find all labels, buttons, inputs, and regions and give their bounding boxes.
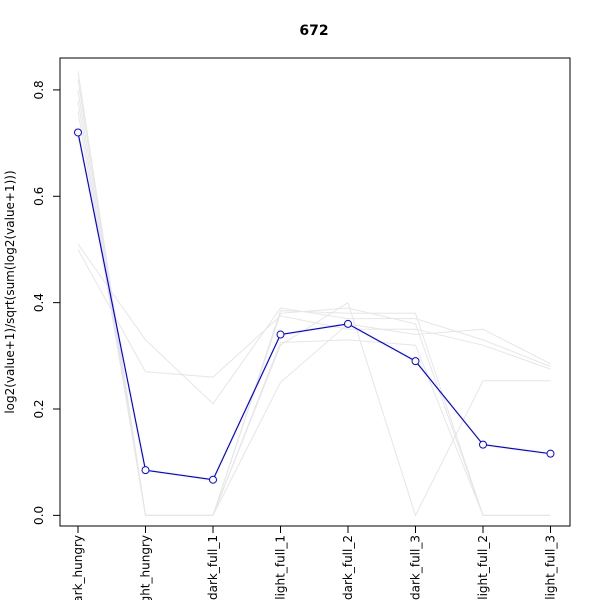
plot-frame — [59, 57, 571, 527]
background-line-4 — [77, 100, 551, 516]
background-line-6 — [77, 249, 551, 378]
background-line-3 — [77, 89, 551, 517]
highlight-series-group — [74, 128, 555, 484]
data-point-light_full_3 — [546, 449, 555, 458]
y-tick-label: 0.4 — [32, 293, 46, 312]
background-line-2 — [77, 79, 551, 516]
x-tick-label-dark_hungry: dark_hungry — [71, 535, 85, 600]
x-tick-label-light_hungry: light_hungry — [139, 535, 153, 600]
y-tick-label: 0.2 — [32, 399, 46, 418]
y-axis-label: log2(value+1)/sqrt(sum(log2(value+1))) — [3, 170, 17, 413]
x-tick-label-light_full_3: light_full_3 — [544, 535, 558, 600]
data-point-dark_hungry — [74, 128, 82, 137]
data-point-dark_full_2 — [344, 319, 352, 328]
x-tick-label-dark_full_2: dark_full_2 — [341, 535, 355, 600]
y-axis: 0.0 0.2 0.4 0.6 0.8 — [32, 80, 60, 525]
y-tick-label: 0.6 — [32, 187, 46, 206]
background-line-7 — [77, 111, 551, 516]
x-tick-label-dark_full_1: dark_full_1 — [206, 535, 220, 600]
x-tick-label-light_full_2: light_full_2 — [476, 535, 490, 600]
data-point-light_full_2 — [479, 440, 487, 449]
x-tick-label-dark_full_3: dark_full_3 — [409, 535, 423, 600]
y-tick-label: 0.8 — [32, 80, 46, 99]
background-line-5 — [77, 243, 551, 405]
data-point-light_hungry — [141, 466, 150, 475]
x-tick-label-light_full_1: light_full_1 — [274, 535, 288, 600]
data-point-dark_full_1 — [209, 475, 217, 484]
data-point-dark_full_3 — [411, 357, 420, 366]
y-tick-label: 0.0 — [32, 506, 46, 525]
highlight-line — [77, 132, 551, 481]
chart-title: 672 — [299, 23, 328, 39]
x-axis: dark_hungry light_hungry dark_full_1 light_… — [71, 526, 558, 600]
background-series-group — [77, 71, 551, 517]
background-line-1 — [77, 71, 551, 516]
data-point-light_full_1 — [276, 330, 285, 339]
